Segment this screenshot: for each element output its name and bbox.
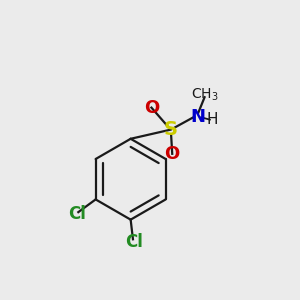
Text: Cl: Cl (125, 233, 143, 251)
Text: Cl: Cl (68, 206, 86, 224)
Text: CH$_3$: CH$_3$ (191, 87, 218, 103)
Text: H: H (207, 112, 218, 127)
Text: O: O (144, 99, 159, 117)
Text: N: N (190, 108, 205, 126)
Text: S: S (164, 120, 178, 139)
Text: O: O (165, 145, 180, 163)
